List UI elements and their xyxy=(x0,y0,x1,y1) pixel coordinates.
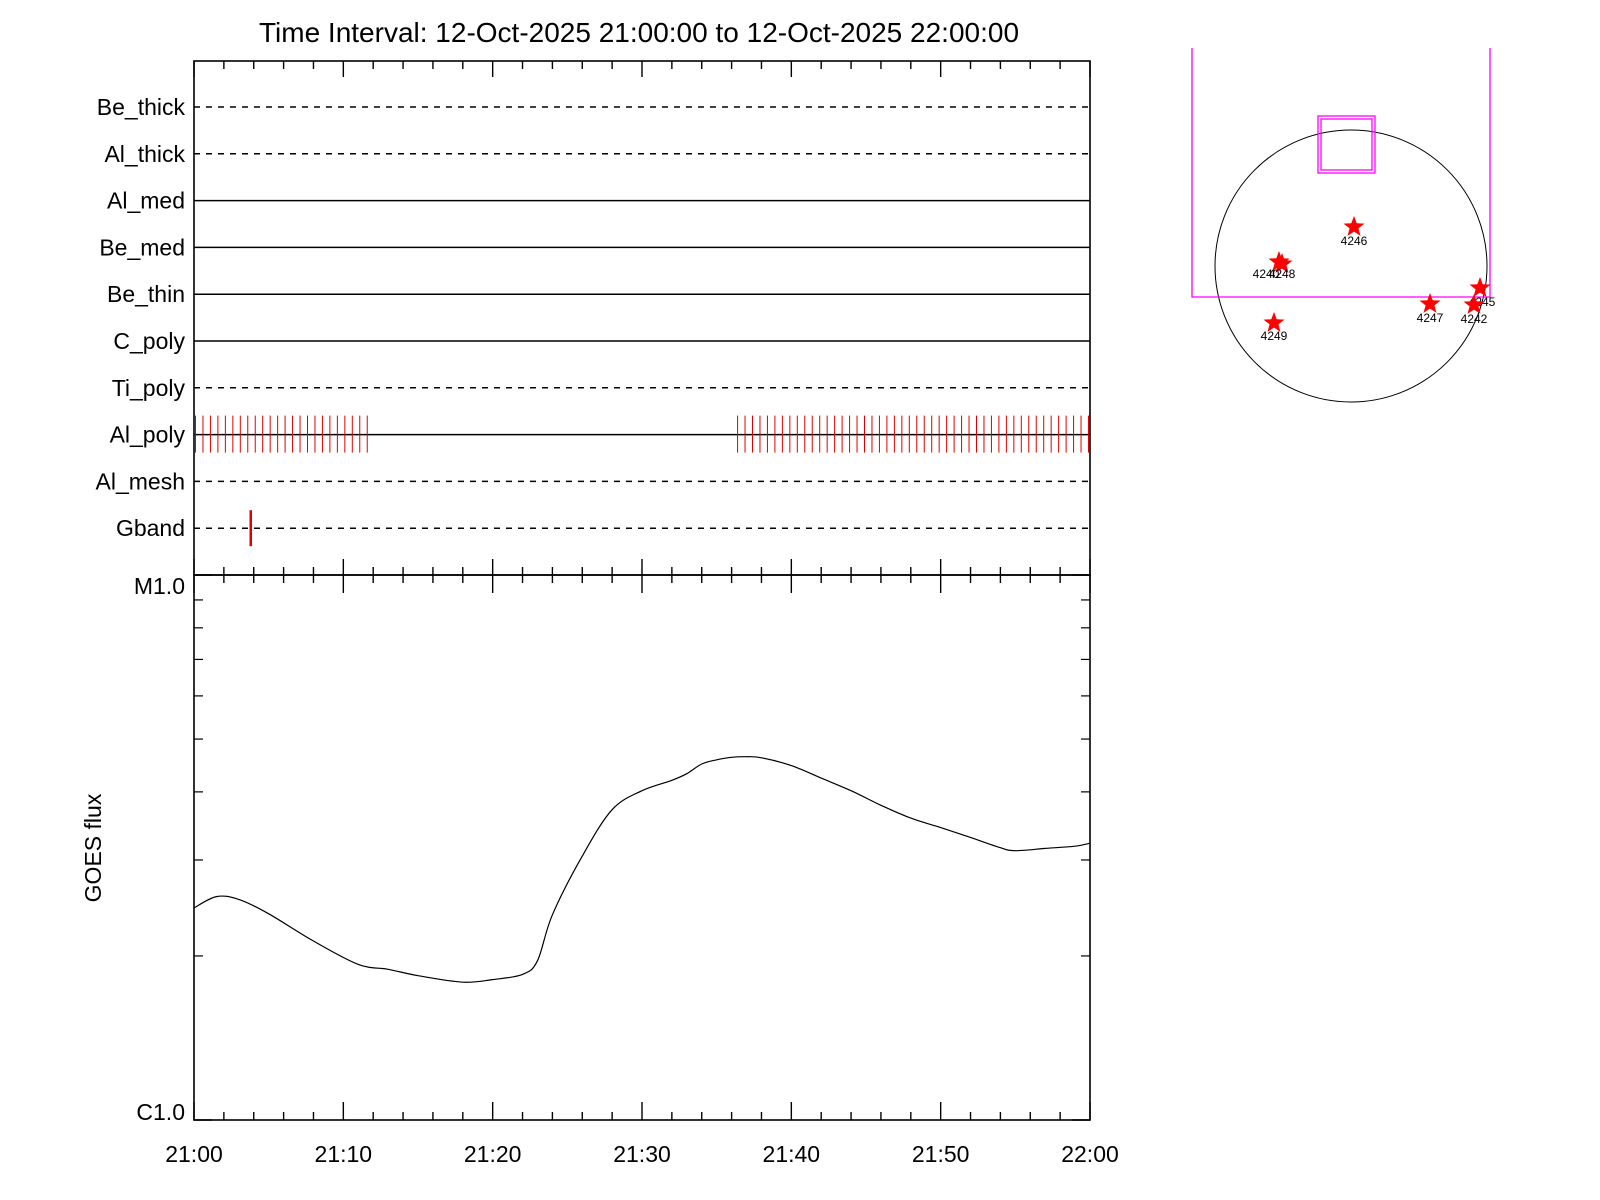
x-tick-label: 21:40 xyxy=(763,1141,821,1167)
active-region-label: 4249 xyxy=(1261,329,1288,343)
solar-disk-map: 4240424842464249424742454242 xyxy=(1191,48,1496,403)
goes-frame xyxy=(193,574,1091,1121)
timeline-frame xyxy=(193,60,1091,576)
x-tick-label: 22:00 xyxy=(1061,1141,1119,1167)
channel-label-be-thick: Be_thick xyxy=(97,94,186,120)
channel-timeline-panel: Be_thick Al_thick Al_med Be_med Be_thin C_pol… xyxy=(96,60,1091,576)
channel-label-ti-poly: Ti_poly xyxy=(112,375,186,401)
chart-title: Time Interval: 12-Oct-2025 21:00:00 to 1… xyxy=(259,17,1019,48)
goes-flux-line xyxy=(193,756,1091,983)
active-region-label: 4248 xyxy=(1269,267,1296,281)
active-region-label: 4246 xyxy=(1341,234,1368,248)
channel-label-be-thin: Be_thin xyxy=(107,281,185,307)
solar-disk xyxy=(1214,129,1488,403)
x-tick-label: 21:00 xyxy=(165,1141,223,1167)
active-region-marker xyxy=(1419,293,1441,313)
field-of-view-small-box-inner xyxy=(1320,118,1373,171)
x-tick-label: 21:30 xyxy=(613,1141,671,1167)
channel-label-al-thick: Al_thick xyxy=(104,141,185,167)
y-tick-label-top: M1.0 xyxy=(134,573,185,599)
y-tick-label-bottom: C1.0 xyxy=(136,1099,185,1125)
channel-label-be-med: Be_med xyxy=(99,234,185,260)
channel-label-al-poly: Al_poly xyxy=(110,422,186,448)
active-region-label: 4247 xyxy=(1417,311,1444,325)
channel-label-c-poly: C_poly xyxy=(113,328,185,354)
channel-label-gband: Gband xyxy=(116,515,185,541)
x-tick-label: 21:10 xyxy=(315,1141,373,1167)
field-of-view-box xyxy=(1191,48,1491,298)
active-region-label: 4240 xyxy=(1253,267,1280,281)
x-tick-label: 21:20 xyxy=(464,1141,522,1167)
active-region-marker xyxy=(1469,277,1491,297)
channel-label-al-med: Al_med xyxy=(107,188,185,214)
goes-flux-panel: M1.0 C1.0 GOES flux 21:00 21:10 21:20 21:30… xyxy=(80,573,1119,1167)
active-region-marker xyxy=(1343,216,1365,236)
y-axis-label: GOES flux xyxy=(80,793,106,902)
channel-label-al-mesh: Al_mesh xyxy=(96,468,185,494)
active-region-marker xyxy=(1271,253,1293,273)
active-region-label: 4242 xyxy=(1461,312,1488,326)
field-of-view-small-box xyxy=(1317,115,1376,174)
x-tick-label: 21:50 xyxy=(912,1141,970,1167)
active-region-marker xyxy=(1463,294,1485,314)
active-region-marker xyxy=(1263,312,1285,332)
